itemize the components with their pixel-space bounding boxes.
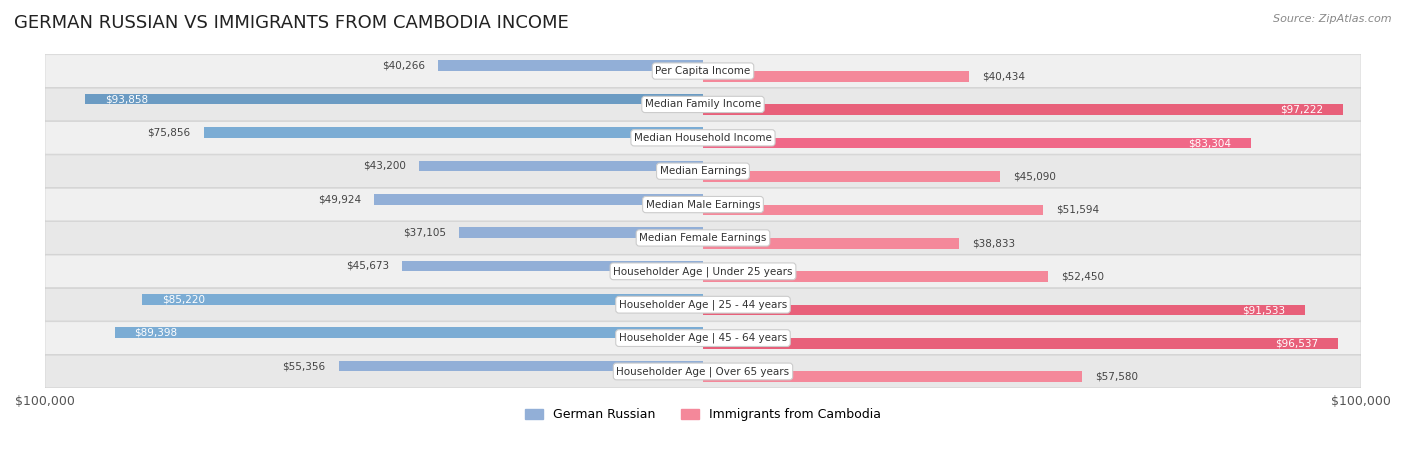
Text: Householder Age | 25 - 44 years: Householder Age | 25 - 44 years — [619, 299, 787, 310]
Text: Householder Age | Over 65 years: Householder Age | Over 65 years — [616, 366, 790, 377]
Text: $37,105: $37,105 — [402, 227, 446, 238]
Text: Median Household Income: Median Household Income — [634, 133, 772, 143]
Text: $43,200: $43,200 — [363, 161, 405, 171]
Text: Per Capita Income: Per Capita Income — [655, 66, 751, 76]
Bar — [419, 161, 703, 171]
Bar — [142, 294, 703, 304]
Text: $49,924: $49,924 — [318, 194, 361, 204]
Bar — [703, 138, 1251, 149]
FancyBboxPatch shape — [45, 288, 1361, 321]
Text: $40,266: $40,266 — [382, 61, 425, 71]
Bar — [339, 361, 703, 371]
Bar — [703, 171, 1000, 182]
Text: $75,856: $75,856 — [148, 127, 191, 137]
FancyBboxPatch shape — [45, 188, 1361, 221]
Text: $93,858: $93,858 — [105, 94, 148, 104]
Bar — [703, 371, 1081, 382]
Text: $97,222: $97,222 — [1279, 105, 1323, 115]
Text: $52,450: $52,450 — [1062, 272, 1104, 282]
FancyBboxPatch shape — [45, 88, 1361, 121]
Text: $38,833: $38,833 — [972, 238, 1015, 248]
Bar — [439, 60, 703, 71]
FancyBboxPatch shape — [45, 55, 1361, 87]
Bar — [204, 127, 703, 138]
Bar — [703, 205, 1042, 215]
Bar — [458, 227, 703, 238]
Text: $45,673: $45,673 — [346, 261, 389, 271]
Text: $91,533: $91,533 — [1243, 305, 1285, 315]
Bar — [703, 71, 969, 82]
Text: $85,220: $85,220 — [162, 294, 205, 304]
Bar — [374, 194, 703, 205]
Bar — [86, 94, 703, 105]
FancyBboxPatch shape — [45, 222, 1361, 255]
Text: Median Female Earnings: Median Female Earnings — [640, 233, 766, 243]
Text: $45,090: $45,090 — [1012, 171, 1056, 182]
Text: Source: ZipAtlas.com: Source: ZipAtlas.com — [1274, 14, 1392, 24]
Text: Householder Age | 45 - 64 years: Householder Age | 45 - 64 years — [619, 333, 787, 343]
Bar — [402, 261, 703, 271]
Bar — [703, 238, 959, 248]
Bar — [703, 304, 1305, 315]
Text: $83,304: $83,304 — [1188, 138, 1232, 148]
Text: Householder Age | Under 25 years: Householder Age | Under 25 years — [613, 266, 793, 276]
Bar — [703, 105, 1343, 115]
Bar — [703, 338, 1339, 349]
Text: $89,398: $89,398 — [135, 328, 177, 338]
Legend: German Russian, Immigrants from Cambodia: German Russian, Immigrants from Cambodia — [520, 403, 886, 426]
FancyBboxPatch shape — [45, 255, 1361, 288]
FancyBboxPatch shape — [45, 355, 1361, 388]
Text: $57,580: $57,580 — [1095, 372, 1137, 382]
FancyBboxPatch shape — [45, 322, 1361, 354]
Text: $51,594: $51,594 — [1056, 205, 1099, 215]
FancyBboxPatch shape — [45, 155, 1361, 188]
Bar — [703, 271, 1047, 282]
Text: Median Male Earnings: Median Male Earnings — [645, 199, 761, 210]
Text: $96,537: $96,537 — [1275, 339, 1319, 348]
Text: Median Earnings: Median Earnings — [659, 166, 747, 176]
Text: $55,356: $55,356 — [283, 361, 326, 371]
Bar — [115, 327, 703, 338]
Text: $40,434: $40,434 — [983, 71, 1025, 81]
Text: GERMAN RUSSIAN VS IMMIGRANTS FROM CAMBODIA INCOME: GERMAN RUSSIAN VS IMMIGRANTS FROM CAMBOD… — [14, 14, 569, 32]
FancyBboxPatch shape — [45, 121, 1361, 154]
Text: Median Family Income: Median Family Income — [645, 99, 761, 109]
